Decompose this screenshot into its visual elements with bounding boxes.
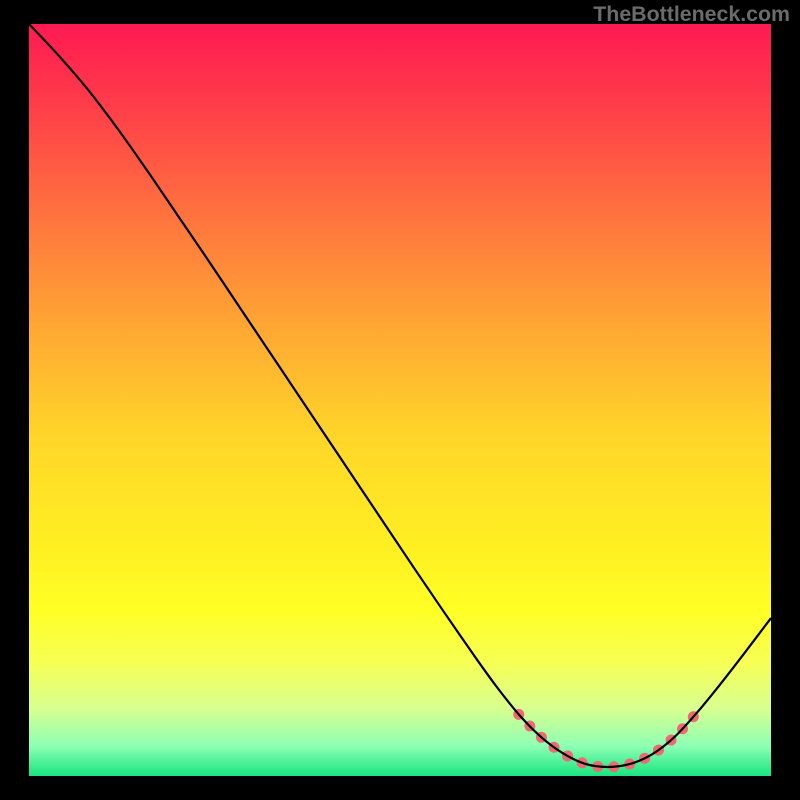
- plot-background: [29, 24, 771, 776]
- watermark-text: TheBottleneck.com: [593, 2, 790, 27]
- chart-container: TheBottleneck.com: [0, 0, 800, 800]
- bottleneck-chart: [0, 0, 800, 800]
